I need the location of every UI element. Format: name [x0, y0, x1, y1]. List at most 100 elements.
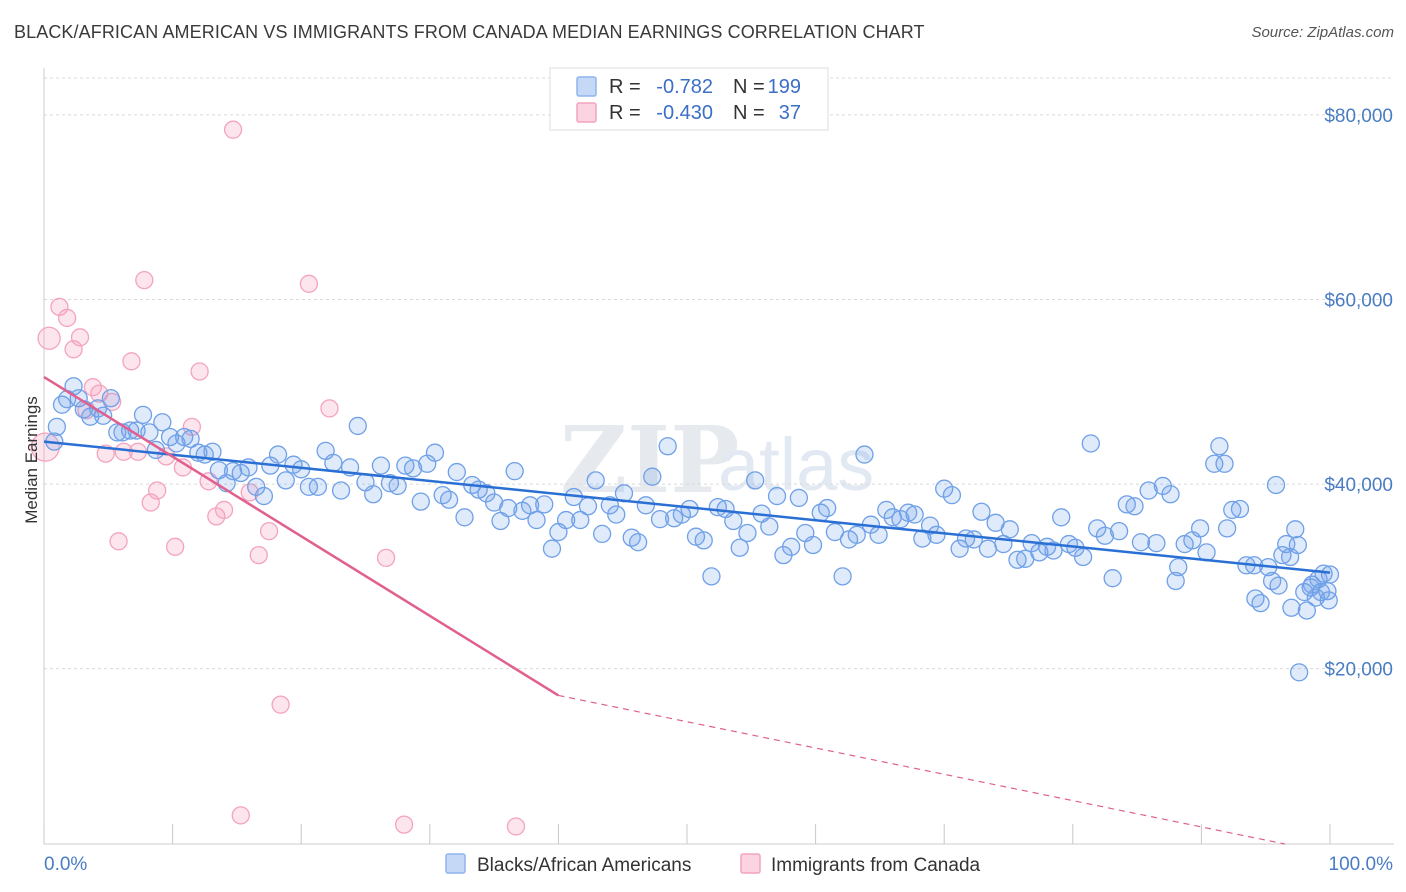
trend-lines [43, 375, 1331, 845]
data-point-blue [746, 471, 765, 490]
data-point-blue [1266, 475, 1286, 495]
data-point-blue [855, 445, 874, 464]
data-point-blue [1319, 591, 1338, 610]
data-point-blue [1246, 589, 1265, 608]
legend-r-label-1: R = [609, 76, 641, 98]
data-point-blue [1103, 569, 1122, 588]
data-point-pink [190, 362, 209, 381]
bottom-legend-swatch-pink [740, 853, 761, 874]
data-point-blue [730, 538, 749, 557]
data-point-pink [320, 399, 339, 418]
x-tick-max: 100.0% [1329, 854, 1394, 875]
data-point-blue [175, 427, 194, 447]
data-point-blue [535, 495, 554, 514]
legend-n-value-2: 37 [779, 102, 801, 124]
data-point-blue [628, 533, 648, 552]
data-point-pink [122, 352, 141, 371]
data-point-pink [70, 328, 90, 347]
data-point-blue [942, 485, 962, 505]
data-point-blue [1301, 578, 1320, 597]
legend-swatch-blue [576, 76, 597, 97]
data-point-blue [1125, 497, 1144, 516]
data-point-pink [223, 120, 243, 139]
data-point-blue [847, 525, 866, 544]
data-point-blue [1147, 533, 1166, 553]
data-point-blue [1190, 519, 1210, 538]
data-point-blue [47, 417, 67, 437]
data-point-blue [789, 488, 809, 508]
data-point-pink [506, 817, 526, 836]
y-tick-label: $40,000 [1324, 475, 1393, 496]
data-point-blue [1262, 571, 1282, 591]
data-point-pink [57, 308, 77, 328]
data-point-blue [1210, 437, 1229, 456]
data-point-blue [600, 496, 619, 515]
data-point-blue [702, 567, 721, 586]
legend-r-value-1: -0.782 [656, 76, 713, 98]
series-blacks-african-americans [45, 377, 1340, 682]
data-point-blue [1044, 541, 1063, 560]
bottom-legend-label-pink: Immigrants from Canada [771, 855, 981, 876]
data-point-blue [1289, 663, 1309, 682]
data-point-blue [1277, 534, 1296, 554]
data-point-blue [411, 492, 430, 511]
data-point-blue [1282, 598, 1301, 617]
y-tick-label: $80,000 [1324, 106, 1393, 127]
data-point-blue [505, 462, 524, 481]
data-point-blue [899, 503, 918, 522]
data-point-pink [109, 532, 128, 551]
data-point-blue [694, 531, 713, 550]
data-point-pink [214, 500, 234, 520]
data-point-blue [153, 413, 172, 432]
data-point-blue [447, 462, 466, 482]
data-point-blue [1314, 564, 1333, 583]
data-point-blue [181, 429, 200, 449]
data-point-blue [643, 467, 662, 486]
data-point-blue [247, 477, 266, 496]
chart-title: BLACK/AFRICAN AMERICAN VS IMMIGRANTS FRO… [14, 22, 925, 42]
data-point-blue [388, 476, 407, 496]
data-point-blue [592, 524, 612, 544]
data-point-blue [1073, 547, 1093, 567]
data-point-blue [1081, 434, 1100, 453]
data-point-blue [364, 485, 383, 504]
data-point-blue [658, 437, 677, 456]
data-point-blue [331, 481, 351, 500]
data-point-blue [607, 505, 626, 524]
series-immigrants-from-canada [30, 120, 526, 836]
data-point-blue [927, 525, 946, 544]
data-point-blue [1230, 499, 1250, 519]
legend-r-value-2: -0.430 [656, 102, 713, 124]
data-point-pink [249, 545, 268, 565]
data-point-pink [30, 432, 60, 462]
data-point-blue [636, 496, 655, 515]
data-point-blue [203, 442, 222, 461]
legend-swatch-pink [576, 102, 597, 123]
data-point-pink [157, 447, 176, 466]
data-point-blue [1139, 481, 1158, 500]
data-point-blue [1109, 521, 1129, 541]
data-point-blue [101, 389, 121, 408]
data-point-blue [972, 502, 991, 521]
data-point-blue [403, 459, 423, 478]
data-point-blue [52, 395, 72, 414]
data-point-blue [1205, 454, 1224, 473]
data-point-blue [556, 510, 576, 530]
y-tick-label: $20,000 [1324, 660, 1393, 681]
x-tick-min: 0.0% [44, 854, 87, 875]
data-point-blue [825, 522, 845, 542]
data-point-blue [869, 525, 888, 544]
data-point-blue [782, 537, 801, 556]
data-point-blue [276, 471, 295, 490]
data-point-blue [1217, 519, 1237, 538]
legend-r-label-2: R = [609, 102, 641, 124]
data-point-blue [1215, 454, 1234, 473]
bottom-legend-label-blue: Blacks/African Americans [477, 855, 691, 876]
legend: R = -0.782 N = 199 R = -0.430 N = 37 [549, 67, 829, 131]
data-point-pink [259, 521, 279, 541]
data-point-blue [920, 516, 940, 535]
data-point-pink [90, 384, 109, 403]
data-point-blue [738, 523, 757, 543]
data-point-blue [724, 511, 743, 531]
